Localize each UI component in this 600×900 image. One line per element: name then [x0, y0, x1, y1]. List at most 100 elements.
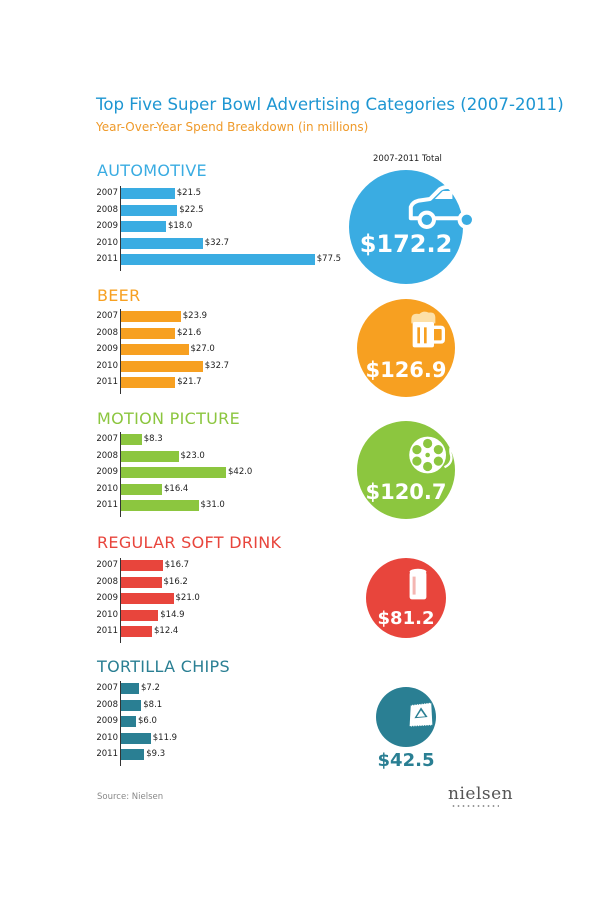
- year-label-automotive-2009: 2009: [96, 221, 118, 231]
- total-circle-beer: $126.9: [357, 299, 455, 397]
- year-label-motion-2008: 2008: [96, 450, 118, 461]
- bar-soda-2009: [121, 593, 174, 604]
- value-label-soda-2007: $16.7: [164, 560, 190, 570]
- total-value-beer: $126.9: [365, 358, 447, 382]
- bar-automotive-2008: [121, 204, 178, 216]
- value-label-beer-2011: $21.7: [177, 377, 202, 387]
- year-label-chips-2010: 2010: [96, 732, 118, 743]
- category-name-automotive: AUTOMOTIVE: [97, 161, 207, 180]
- bar-soda-2008: [121, 576, 162, 588]
- total-value-motion: $120.7: [365, 480, 447, 504]
- value-label-automotive-2010: $32.7: [204, 237, 230, 248]
- bar-soda-2011: [121, 626, 152, 637]
- year-label-automotive-2008: 2008: [96, 204, 118, 215]
- bar-motion-2007: [121, 434, 142, 445]
- year-label-chips-2009: 2009: [96, 716, 118, 726]
- year-label-chips-2008: 2008: [96, 699, 118, 710]
- year-label-chips-2011: 2011: [96, 749, 118, 759]
- bar-motion-2009: [121, 467, 226, 478]
- year-label-chips-2007: 2007: [96, 683, 118, 693]
- value-label-chips-2010: $11.9: [152, 732, 178, 743]
- year-label-automotive-2010: 2010: [96, 237, 118, 248]
- bar-chips-2009: [121, 716, 136, 727]
- axis-line-soda: [120, 558, 121, 643]
- value-label-chips-2011: $9.3: [146, 749, 166, 759]
- year-label-beer-2008: 2008: [96, 327, 118, 338]
- value-label-automotive-2011: $77.5: [316, 254, 342, 264]
- bar-soda-2007: [121, 560, 163, 571]
- value-label-motion-2008: $23.0: [180, 450, 205, 461]
- value-label-soda-2009: $21.0: [175, 593, 200, 603]
- source-note: Source: Nielsen: [97, 792, 164, 802]
- bar-chips-2007: [121, 683, 139, 694]
- year-label-motion-2007: 2007: [96, 434, 118, 444]
- bar-motion-2010: [121, 483, 162, 495]
- year-label-beer-2011: 2011: [96, 377, 118, 387]
- value-label-chips-2007: $7.2: [141, 683, 160, 693]
- year-label-soda-2009: 2009: [96, 593, 118, 603]
- bar-motion-2008: [121, 450, 179, 462]
- year-label-beer-2010: 2010: [96, 360, 118, 371]
- bar-automotive-2007: [121, 188, 175, 199]
- value-label-beer-2010: $32.7: [204, 360, 230, 371]
- value-label-soda-2011: $12.4: [154, 626, 179, 636]
- total-column-header: 2007-2011 Total: [373, 154, 442, 164]
- chart-subtitle: Year-Over-Year Spend Breakdown (in milli…: [96, 120, 369, 134]
- axis-line-chips: [120, 681, 121, 766]
- year-label-beer-2007: 2007: [96, 311, 118, 321]
- bar-beer-2009: [121, 344, 189, 355]
- year-label-soda-2007: 2007: [96, 560, 118, 570]
- value-label-beer-2008: $21.6: [177, 327, 202, 338]
- year-label-automotive-2011: 2011: [96, 254, 118, 264]
- year-label-soda-2011: 2011: [96, 626, 118, 636]
- total-circle-motion: $120.7: [357, 421, 456, 519]
- category-name-beer: BEER: [97, 286, 141, 305]
- year-label-motion-2009: 2009: [96, 467, 118, 477]
- category-name-soda: REGULAR SOFT DRINK: [97, 533, 282, 552]
- year-label-beer-2009: 2009: [96, 344, 118, 354]
- bar-chips-2011: [121, 749, 145, 760]
- value-label-motion-2007: $8.3: [143, 434, 163, 444]
- nielsen-logo: nielsen: [448, 784, 514, 804]
- value-label-automotive-2009: $18.0: [168, 221, 193, 231]
- bar-beer-2010: [121, 360, 203, 372]
- bar-automotive-2011: [121, 254, 315, 265]
- bar-automotive-2010: [121, 237, 203, 249]
- bar-beer-2011: [121, 377, 176, 388]
- value-label-soda-2008: $16.2: [163, 576, 188, 587]
- year-label-soda-2008: 2008: [96, 576, 118, 587]
- value-label-beer-2009: $27.0: [190, 344, 215, 354]
- bar-automotive-2009: [121, 221, 166, 232]
- bar-soda-2010: [121, 609, 159, 621]
- bar-beer-2007: [121, 311, 181, 322]
- total-circle-automotive: $172.2: [349, 170, 485, 284]
- logo-dots: [451, 805, 499, 807]
- value-label-automotive-2007: $21.5: [176, 188, 202, 198]
- value-label-motion-2011: $31.0: [200, 500, 225, 510]
- year-label-automotive-2007: 2007: [96, 188, 118, 198]
- category-name-chips: TORTILLA CHIPS: [97, 657, 230, 676]
- bar-motion-2011: [121, 500, 199, 511]
- axis-line-motion: [120, 432, 121, 517]
- value-label-soda-2010: $14.9: [160, 609, 185, 620]
- bar-beer-2008: [121, 327, 175, 339]
- chart-title: Top Five Super Bowl Advertising Categori…: [96, 95, 564, 114]
- total-value-chips: $42.5: [377, 750, 435, 771]
- year-label-soda-2010: 2010: [96, 609, 118, 620]
- value-label-motion-2010: $16.4: [164, 483, 189, 494]
- axis-line-beer: [120, 309, 121, 394]
- value-label-chips-2009: $6.0: [138, 716, 157, 726]
- value-label-automotive-2008: $22.5: [179, 204, 204, 215]
- bar-chips-2010: [121, 732, 151, 744]
- category-name-motion: MOTION PICTURE: [97, 409, 240, 428]
- total-circle-soda: $81.2: [366, 558, 446, 638]
- bar-chips-2008: [121, 699, 142, 711]
- axis-line-automotive: [120, 186, 121, 271]
- total-value-soda: $81.2: [377, 608, 435, 629]
- total-circle-chips: [376, 687, 436, 747]
- value-label-beer-2007: $23.9: [182, 311, 208, 321]
- value-label-chips-2008: $8.1: [143, 699, 163, 710]
- total-value-automotive: $172.2: [359, 230, 453, 258]
- value-label-motion-2009: $42.0: [228, 467, 253, 477]
- year-label-motion-2011: 2011: [96, 500, 118, 510]
